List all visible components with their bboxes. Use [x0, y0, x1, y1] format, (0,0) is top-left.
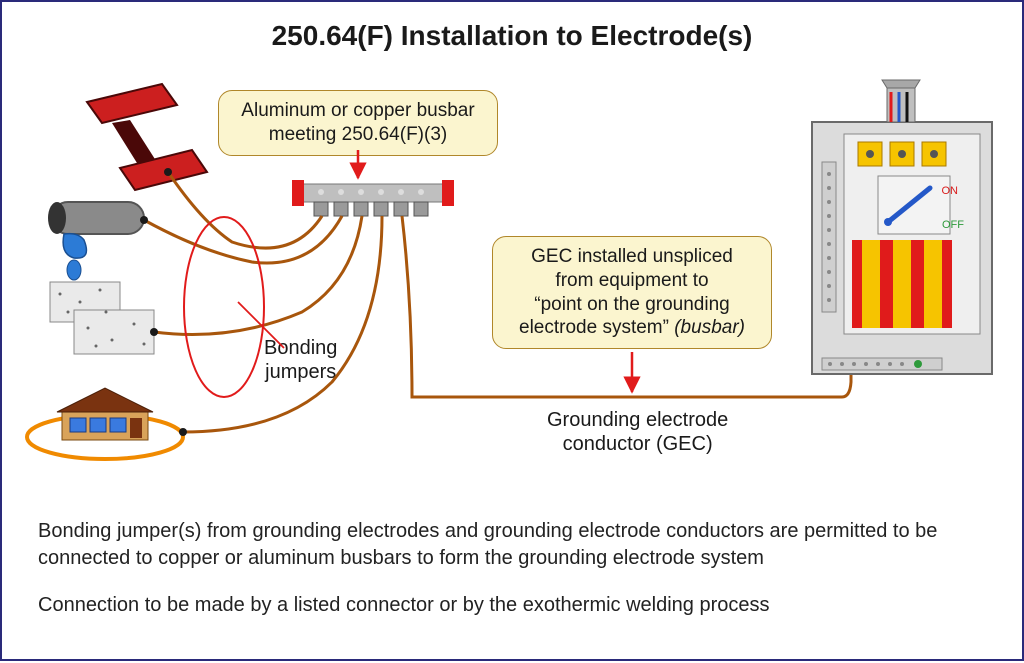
callout-busbar: Aluminum or copper busbar meeting 250.64… [218, 90, 498, 156]
diagram-title: 250.64(F) Installation to Electrode(s) [2, 20, 1022, 52]
service-panel-icon: ON OFF [812, 80, 992, 374]
ibeam-icon [87, 84, 207, 190]
label-bonding-line1: Bonding [264, 337, 337, 359]
bonding-jumper-wires [140, 168, 382, 436]
callout-busbar-line2: meeting 250.64(F)(3) [269, 124, 447, 145]
callout-gec-line2: from equipment to [555, 270, 708, 291]
concrete-icon [50, 282, 154, 354]
body-p1: Bonding jumper(s) from grounding electro… [38, 518, 990, 572]
label-bonding-jumpers: Bonding jumpers [264, 336, 337, 384]
label-gec-line1: Grounding electrode [547, 409, 728, 431]
label-service: Service [872, 338, 952, 367]
label-gec: Grounding electrode conductor (GEC) [547, 408, 728, 456]
house-icon [27, 388, 183, 459]
callout-gec-line4a: electrode system” [519, 317, 674, 338]
label-gec-line2: conductor (GEC) [563, 433, 713, 455]
callout-busbar-line1: Aluminum or copper busbar [241, 100, 474, 121]
callout-gec-line1: GEC installed unspliced [531, 246, 733, 267]
label-bonding-line2: jumpers [265, 361, 336, 383]
on-text: ON [942, 185, 959, 197]
body-p2: Connection to be made by a listed connec… [38, 592, 990, 619]
bonding-jumpers-ellipse [184, 217, 264, 397]
callout-gec-line4b: (busbar) [674, 317, 745, 338]
callout-gec-line3: “point on the grounding [534, 294, 729, 315]
busbar-icon [292, 180, 454, 216]
off-text: OFF [942, 219, 964, 231]
pipe-icon [48, 202, 144, 280]
callout-gec: GEC installed unspliced from equipment t… [492, 236, 772, 349]
